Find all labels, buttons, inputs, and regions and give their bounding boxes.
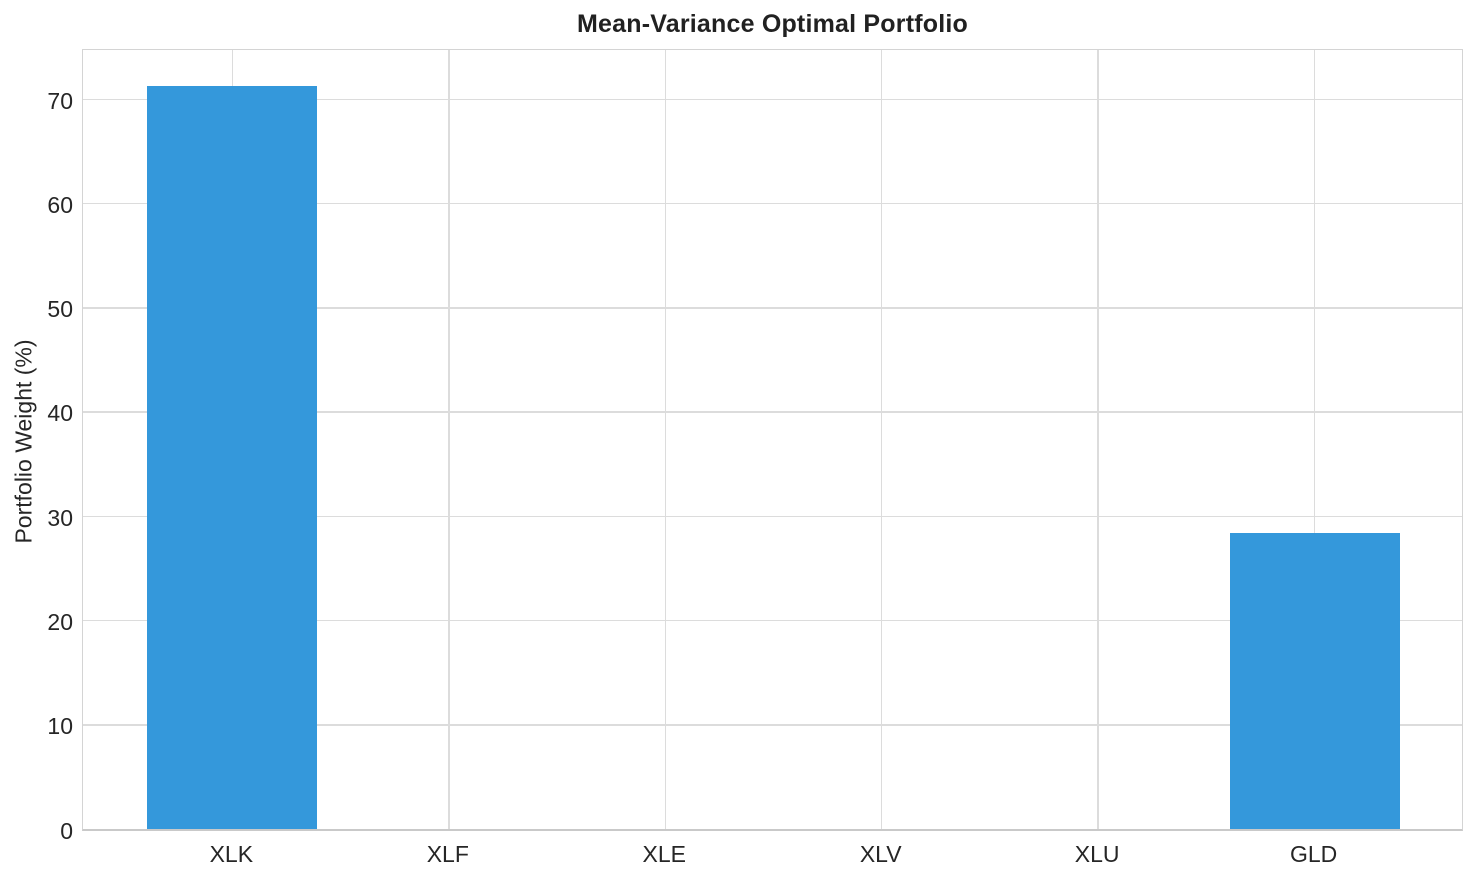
gridline-vertical: [880, 50, 883, 829]
y-tick-label: 10: [47, 713, 73, 740]
gridline-vertical: [664, 50, 667, 829]
x-tick-label-xlk: XLK: [209, 841, 254, 867]
bar-xlk: [147, 85, 318, 829]
gridline-vertical: [1313, 50, 1316, 829]
y-tick-labels: 0 10 20 30 40 50 60 70: [0, 0, 73, 877]
x-tick-label-xlu: XLU: [1074, 841, 1120, 867]
y-tick-label: 70: [47, 87, 73, 114]
gridline-horizontal: [83, 724, 1462, 726]
y-tick-label: 30: [47, 504, 73, 531]
x-tick-label-xle: XLE: [642, 841, 686, 867]
gridline-horizontal: [83, 307, 1462, 309]
y-tick-label: 20: [47, 608, 73, 635]
gridline-horizontal: [83, 98, 1462, 101]
gridline-horizontal: [83, 515, 1462, 518]
y-tick-label: 60: [47, 191, 73, 218]
y-tick-label: 0: [60, 817, 73, 844]
bar-gld: [1229, 532, 1400, 829]
x-tick-label-xlv: XLV: [859, 841, 902, 867]
chart-title: Mean-Variance Optimal Portfolio: [576, 10, 968, 38]
y-tick-label: 50: [47, 296, 73, 323]
gridline-horizontal: [83, 202, 1462, 205]
x-tick-label-gld: GLD: [1289, 841, 1338, 867]
gridline-horizontal: [83, 619, 1462, 622]
gridline-horizontal: [83, 411, 1462, 413]
gridline-vertical: [1097, 50, 1099, 829]
plot-area: [82, 49, 1463, 831]
x-tick-label-xlf: XLF: [426, 841, 469, 867]
y-tick-label: 40: [47, 400, 73, 427]
gridline-vertical: [448, 50, 450, 829]
